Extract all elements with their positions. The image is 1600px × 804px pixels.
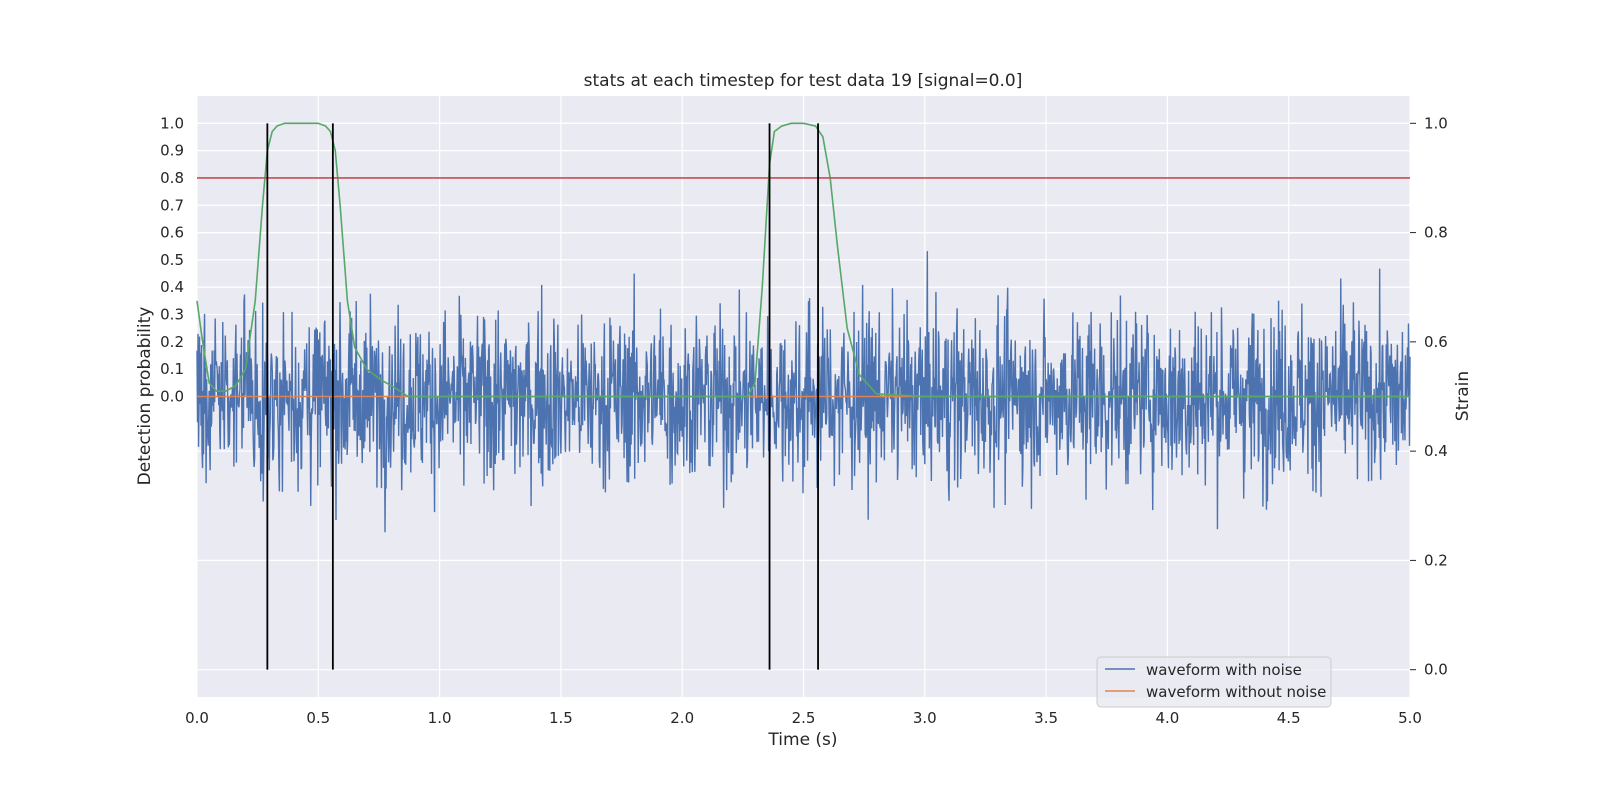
x-tick-label: 2.5	[792, 709, 816, 727]
probability-line	[196, 122, 1410, 398]
y-right-tick-label: 1.0	[1424, 114, 1448, 132]
y-left-tick-label: 0.2	[160, 333, 184, 351]
noisy-waveform-series	[196, 251, 1411, 533]
y-left-tick-labels: 0.0 0.1 0.2 0.3 0.4 0.5 0.6 0.7 0.8 0.9 1.0	[160, 114, 184, 405]
legend-box	[1096, 656, 1332, 708]
y-left-tick-label: 1.0	[160, 114, 184, 132]
x-tick-label: 0.5	[306, 709, 330, 727]
y-right-tick-label: 0.6	[1424, 333, 1448, 351]
legend-label-clean: waveform without noise	[1146, 683, 1326, 701]
vertical-markers	[266, 123, 819, 670]
x-tick-label: 5.0	[1398, 709, 1422, 727]
x-tick-label: 4.5	[1277, 709, 1301, 727]
chart-title: stats at each timestep for test data 19 …	[584, 71, 1023, 91]
x-tick-labels: 0.0 0.5 1.0 1.5 2.0 2.5 3.0 3.5 4.0 4.5 5.0	[185, 709, 1422, 727]
y-right-tick-label: 0.8	[1424, 224, 1448, 242]
y-left-tick-label: 0.6	[160, 224, 184, 242]
y-left-tick-label: 0.7	[160, 196, 184, 214]
x-tick-label: 3.5	[1034, 709, 1058, 727]
y-left-tick-label: 0.5	[160, 251, 184, 269]
detection-probability-series	[196, 122, 1410, 398]
y-left-tick-label: 0.4	[160, 278, 184, 296]
legend: waveform with noise waveform without noi…	[1096, 656, 1332, 708]
y-left-tick-label: 0.9	[160, 142, 184, 160]
x-tick-label: 3.0	[913, 709, 937, 727]
x-tick-label: 1.5	[549, 709, 573, 727]
y-left-tick-label: 0.3	[160, 306, 184, 324]
y-left-axis-label: Detection probability	[135, 307, 155, 486]
legend-label-noisy: waveform with noise	[1146, 661, 1302, 679]
y-right-tick-label: 0.0	[1424, 661, 1448, 679]
y-left-tick-label: 0.0	[160, 388, 184, 406]
x-tick-label: 2.0	[670, 709, 694, 727]
x-tick-label: 4.0	[1155, 709, 1179, 727]
x-tick-label: 0.0	[185, 709, 209, 727]
x-axis-label: Time (s)	[767, 730, 837, 750]
y-right-axis-label: Strain	[1453, 371, 1473, 421]
noisy-waveform-line	[196, 251, 1411, 533]
x-tick-label: 1.0	[428, 709, 452, 727]
y-left-tick-label: 0.1	[160, 360, 184, 378]
y-right-tick-label: 0.2	[1424, 551, 1448, 569]
y-left-tick-label: 0.8	[160, 169, 184, 187]
y-right-tick-labels: 0.0 0.2 0.4 0.6 0.8 1.0	[1410, 114, 1448, 679]
y-right-tick-label: 0.4	[1424, 442, 1448, 460]
